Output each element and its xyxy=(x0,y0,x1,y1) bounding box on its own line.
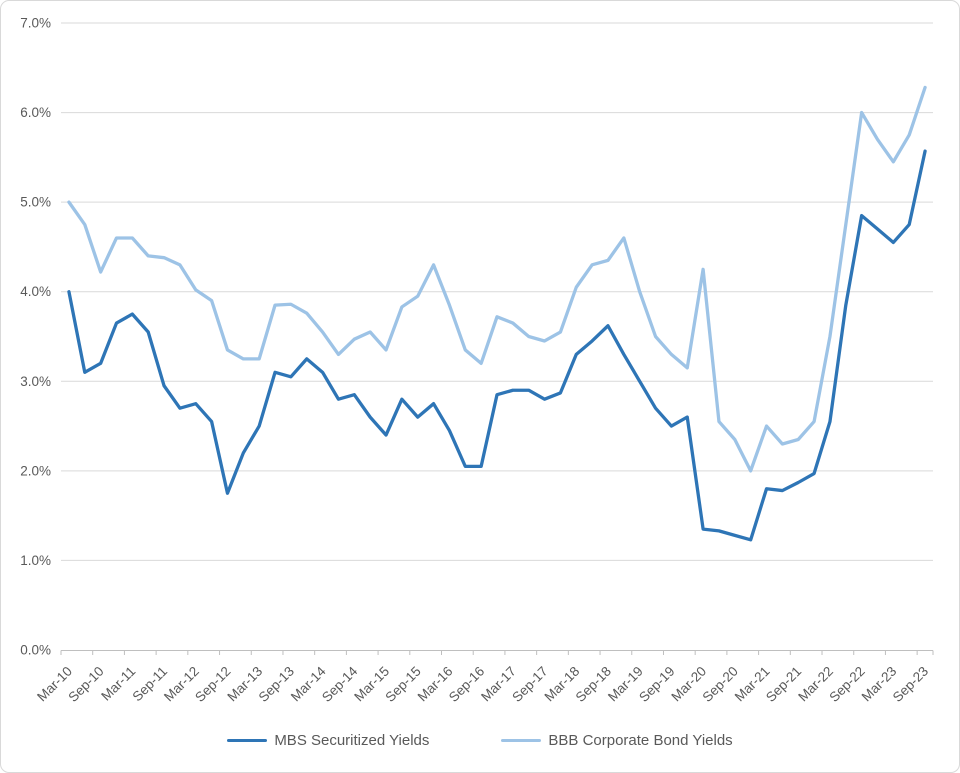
x-tick-label: Sep-14 xyxy=(319,663,361,705)
x-tick-label: Sep-19 xyxy=(636,664,677,705)
series-line-mbs-securitized-yields xyxy=(67,149,927,542)
x-tick-label: Sep-12 xyxy=(192,664,233,705)
x-tick-label: Sep-22 xyxy=(826,664,867,705)
legend-label-mbs: MBS Securitized Yields xyxy=(274,732,430,749)
x-tick-label: Sep-18 xyxy=(573,664,614,705)
y-tick-label: 1.0% xyxy=(20,553,51,568)
x-tick-label: Sep-21 xyxy=(763,664,804,705)
y-tick-label: 5.0% xyxy=(20,195,51,210)
chart-legend: MBS Securitized Yields BBB Corporate Bon… xyxy=(1,732,959,749)
x-tick-label: Sep-20 xyxy=(700,664,741,705)
legend-line-swatch-mbs xyxy=(227,738,268,743)
y-tick-label: 3.0% xyxy=(20,374,51,389)
x-tick-label: Sep-16 xyxy=(446,664,487,705)
legend-line-swatch-bbb xyxy=(501,738,542,743)
series-line-bbb-corporate-bond-yields xyxy=(67,85,927,473)
x-tick-label: Sep-23 xyxy=(890,664,931,705)
x-tick-label: Sep-15 xyxy=(382,664,423,705)
legend-item-mbs: MBS Securitized Yields xyxy=(227,732,429,749)
y-axis-labels: 0.0% 1.0% 2.0% 3.0% 4.0% 5.0% 6.0% 7.0% xyxy=(20,16,51,658)
series-lines xyxy=(67,85,927,542)
x-tick-label: Sep-13 xyxy=(256,664,297,705)
y-tick-label: 0.0% xyxy=(20,643,51,658)
gridlines xyxy=(61,22,933,561)
x-tick-label: Sep-17 xyxy=(509,664,550,705)
y-tick-label: 7.0% xyxy=(20,16,51,31)
x-axis xyxy=(60,650,934,655)
legend-item-bbb: BBB Corporate Bond Yields xyxy=(501,732,733,749)
y-tick-label: 2.0% xyxy=(20,463,51,478)
legend-label-bbb: BBB Corporate Bond Yields xyxy=(548,732,733,749)
y-tick-label: 6.0% xyxy=(20,105,51,120)
y-tick-label: 4.0% xyxy=(20,284,51,299)
x-axis-labels: Mar-10Sep-10Mar-11Sep-11Mar-12Sep-12Mar-… xyxy=(34,663,931,705)
x-tick-label: Sep-10 xyxy=(65,664,106,705)
